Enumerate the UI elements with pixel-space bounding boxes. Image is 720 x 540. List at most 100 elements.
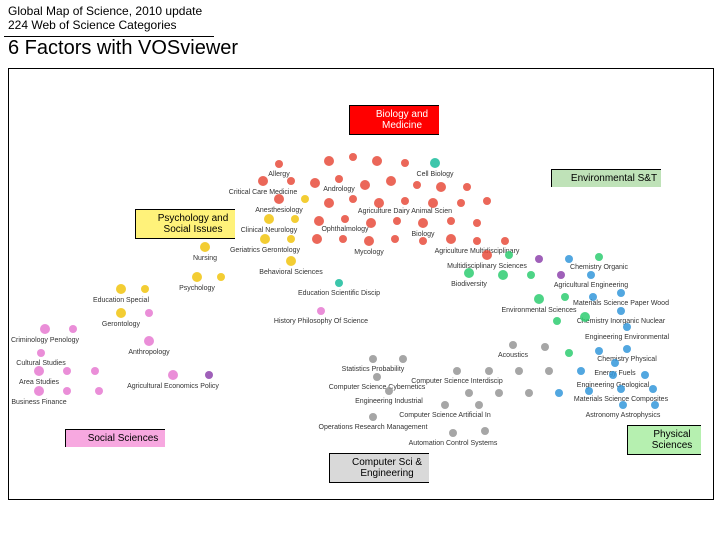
map-node	[393, 217, 401, 225]
map-node	[419, 237, 427, 245]
map-node	[291, 215, 299, 223]
map-node	[611, 359, 619, 367]
map-node	[91, 367, 99, 375]
map-node	[401, 197, 409, 205]
map-node	[385, 387, 393, 395]
map-node	[541, 343, 549, 351]
map-node	[525, 389, 533, 397]
map-node-label: Biodiversity	[451, 281, 487, 288]
map-node	[565, 255, 573, 263]
header-divider	[4, 36, 214, 37]
map-node	[141, 285, 149, 293]
map-node	[545, 367, 553, 375]
map-node	[399, 355, 407, 363]
map-node	[617, 289, 625, 297]
map-node	[651, 401, 659, 409]
map-node-label: Agriculture Dairy Animal Scien	[358, 208, 452, 215]
map-node	[63, 387, 71, 395]
map-node	[441, 401, 449, 409]
map-node	[341, 215, 349, 223]
map-node	[453, 367, 461, 375]
map-node	[369, 355, 377, 363]
map-node	[649, 385, 657, 393]
map-node	[595, 253, 603, 261]
map-node-label: Astronomy Astrophysics	[586, 412, 661, 419]
map-node-label: Computer Science Cybernetics	[329, 384, 426, 391]
map-node	[565, 349, 573, 357]
map-node-label: Critical Care Medicine	[229, 189, 298, 196]
header-line-1: Global Map of Science, 2010 update	[8, 4, 238, 18]
map-node	[116, 308, 126, 318]
map-node	[418, 218, 428, 228]
map-node	[495, 389, 503, 397]
map-node	[192, 272, 202, 282]
map-node-label: Education Special	[93, 297, 149, 304]
map-node	[465, 389, 473, 397]
map-node	[144, 336, 154, 346]
map-node	[95, 387, 103, 395]
map-node	[485, 367, 493, 375]
map-node	[449, 429, 457, 437]
map-node	[473, 237, 481, 245]
map-node	[457, 199, 465, 207]
map-node	[430, 158, 440, 168]
map-node	[317, 307, 325, 315]
map-node-label: Chemistry Organic	[570, 264, 628, 271]
map-node	[324, 198, 334, 208]
map-node	[264, 214, 274, 224]
cluster-label-soc: Social Sciences	[65, 429, 165, 447]
map-node	[436, 182, 446, 192]
map-node-label: Statistics Probability	[342, 366, 405, 373]
map-node	[324, 156, 334, 166]
map-node	[391, 235, 399, 243]
map-node-label: Chemistry Inorganic Nuclear	[577, 318, 666, 325]
map-node-label: Automation Control Systems	[409, 440, 498, 447]
map-node-label: Ophthalmology	[321, 226, 369, 233]
map-node	[339, 235, 347, 243]
cluster-label-phys: PhysicalSciences	[627, 425, 701, 455]
map-node-label: Cell Biology	[417, 171, 454, 178]
map-node-label: Engineering Industrial	[355, 398, 423, 405]
map-node	[312, 234, 322, 244]
map-node	[374, 198, 384, 208]
map-node-label: Environmental Sciences	[501, 307, 577, 314]
map-node	[168, 370, 178, 380]
map-node	[366, 218, 376, 228]
map-node	[515, 367, 523, 375]
map-node	[314, 216, 324, 226]
map-node	[335, 279, 343, 287]
map-node	[37, 349, 45, 357]
map-node	[498, 270, 508, 280]
map-node	[561, 293, 569, 301]
map-node	[623, 345, 631, 353]
map-node	[509, 341, 517, 349]
map-node	[286, 256, 296, 266]
map-node-label: Engineering Environmental	[585, 334, 669, 341]
cluster-label-bio: Biology andMedicine	[349, 105, 439, 135]
map-node	[641, 371, 649, 379]
cluster-label-env: Environmental S&T	[551, 169, 661, 187]
map-node	[274, 194, 284, 204]
map-node-label: Gerontology	[102, 321, 141, 328]
map-node	[577, 367, 585, 375]
map-node	[483, 197, 491, 205]
map-node	[447, 217, 455, 225]
map-node	[34, 386, 44, 396]
map-node	[386, 176, 396, 186]
map-node-label: Geriatrics Gerontology	[230, 247, 301, 254]
map-node	[482, 250, 492, 260]
cluster-label-comp: Computer Sci &Engineering	[329, 453, 429, 483]
map-node	[116, 284, 126, 294]
map-node	[145, 309, 153, 317]
map-node	[527, 271, 535, 279]
map-node	[260, 234, 270, 244]
map-node-label: Clinical Neurology	[241, 227, 298, 234]
map-node	[258, 176, 268, 186]
map-node	[301, 195, 309, 203]
map-node	[335, 175, 343, 183]
map-node	[481, 427, 489, 435]
map-node	[369, 413, 377, 421]
map-node-label: Psychology	[179, 285, 215, 292]
map-node	[595, 347, 603, 355]
map-node	[501, 237, 509, 245]
